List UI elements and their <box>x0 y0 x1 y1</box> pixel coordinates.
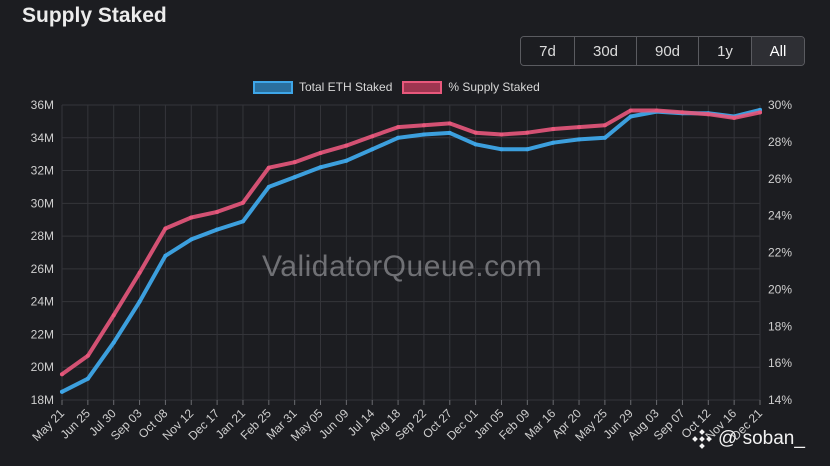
data-point-supply-staked <box>163 226 168 231</box>
series-line-total-eth-staked <box>60 107 762 394</box>
data-point-eth-staked <box>318 165 323 170</box>
y-right-tick-label: 26% <box>768 172 792 186</box>
credit-handle: @ soban_ <box>718 428 805 449</box>
data-point-supply-staked <box>499 132 504 137</box>
legend-swatch-pink <box>402 80 443 94</box>
data-point-supply-staked <box>85 353 90 358</box>
data-point-supply-staked <box>396 125 401 130</box>
data-point-eth-staked <box>628 114 633 119</box>
range-button-90d[interactable]: 90d <box>637 37 699 65</box>
data-point-eth-staked <box>551 140 556 145</box>
y-left-tick-label: 36M <box>31 98 54 112</box>
series-line-supply-staked <box>60 108 762 377</box>
legend-item-eth-staked[interactable]: Total ETH Staked <box>253 80 392 94</box>
data-point-eth-staked <box>577 137 582 142</box>
data-point-supply-staked <box>370 134 375 139</box>
y-left-tick-label: 32M <box>31 164 54 178</box>
chart-legend: Total ETH Staked % Supply Staked <box>253 80 540 94</box>
data-point-eth-staked <box>473 142 478 147</box>
y-left-tick-label: 22M <box>31 327 54 341</box>
author-credit: @ soban_ <box>692 428 805 450</box>
y-right-tick-label: 16% <box>768 356 792 370</box>
binance-logo-icon <box>692 429 712 449</box>
data-point-eth-staked <box>85 376 90 381</box>
range-button-all[interactable]: All <box>752 37 804 65</box>
data-point-supply-staked <box>706 112 711 117</box>
y-right-tick-label: 28% <box>768 135 792 149</box>
range-button-1y[interactable]: 1y <box>699 37 752 65</box>
data-point-supply-staked <box>473 130 478 135</box>
data-point-eth-staked <box>189 237 194 242</box>
data-point-supply-staked <box>60 372 64 377</box>
data-point-eth-staked <box>60 389 64 394</box>
data-point-eth-staked <box>421 132 426 137</box>
data-point-supply-staked <box>189 215 194 220</box>
data-point-eth-staked <box>266 184 271 189</box>
data-point-supply-staked <box>577 125 582 130</box>
y-left-tick-label: 28M <box>31 229 54 243</box>
y-left-tick-label: 30M <box>31 196 54 210</box>
data-point-supply-staked <box>654 108 659 113</box>
x-tick-label: Jun 25 <box>58 406 94 442</box>
data-point-eth-staked <box>163 253 168 258</box>
data-point-eth-staked <box>525 147 530 152</box>
data-point-supply-staked <box>318 150 323 155</box>
x-tick-label: May 21 <box>29 406 67 444</box>
data-point-eth-staked <box>602 135 607 140</box>
data-point-supply-staked <box>266 165 271 170</box>
data-point-supply-staked <box>137 270 142 275</box>
watermark-text: ValidatorQueue.com <box>262 250 543 283</box>
legend-item-supply-staked[interactable]: % Supply Staked <box>402 80 540 94</box>
data-point-eth-staked <box>370 147 375 152</box>
data-point-supply-staked <box>215 209 220 214</box>
data-point-eth-staked <box>396 135 401 140</box>
data-point-supply-staked <box>732 115 737 120</box>
data-point-eth-staked <box>499 147 504 152</box>
legend-label-supply-staked: % Supply Staked <box>448 80 540 94</box>
data-point-supply-staked <box>680 110 685 115</box>
y-left-tick-label: 20M <box>31 360 54 374</box>
chart-title: Supply Staked <box>22 4 167 27</box>
data-point-supply-staked <box>525 130 530 135</box>
time-range-selector: 7d 30d 90d 1y All <box>520 36 805 66</box>
range-button-7d[interactable]: 7d <box>521 37 575 65</box>
y-right-tick-label: 14% <box>768 393 792 407</box>
y-right-tick-label: 30% <box>768 98 792 112</box>
data-point-supply-staked <box>240 200 245 205</box>
data-point-eth-staked <box>447 130 452 135</box>
y-left-tick-label: 34M <box>31 131 54 145</box>
data-point-supply-staked <box>758 110 762 115</box>
y-right-tick-label: 18% <box>768 319 792 333</box>
range-button-30d[interactable]: 30d <box>575 37 637 65</box>
data-point-eth-staked <box>240 219 245 224</box>
data-point-eth-staked <box>215 227 220 232</box>
data-point-supply-staked <box>421 123 426 128</box>
legend-swatch-blue <box>253 80 293 94</box>
data-point-eth-staked <box>292 175 297 180</box>
data-point-eth-staked <box>111 340 116 345</box>
data-point-supply-staked <box>111 313 116 318</box>
data-point-supply-staked <box>628 108 633 113</box>
y-right-tick-label: 24% <box>768 209 792 223</box>
data-point-supply-staked <box>447 121 452 126</box>
x-tick-label: Jun 09 <box>316 406 352 442</box>
y-right-tick-label: 22% <box>768 246 792 260</box>
y-left-tick-label: 26M <box>31 262 54 276</box>
data-point-supply-staked <box>344 143 349 148</box>
y-right-tick-label: 20% <box>768 282 792 296</box>
data-point-eth-staked <box>137 299 142 304</box>
legend-label-eth-staked: Total ETH Staked <box>299 80 393 94</box>
data-point-supply-staked <box>292 160 297 165</box>
y-left-tick-label: 24M <box>31 295 54 309</box>
data-point-eth-staked <box>344 158 349 163</box>
y-left-tick-label: 18M <box>31 393 54 407</box>
data-point-supply-staked <box>551 126 556 131</box>
data-point-supply-staked <box>602 123 607 128</box>
